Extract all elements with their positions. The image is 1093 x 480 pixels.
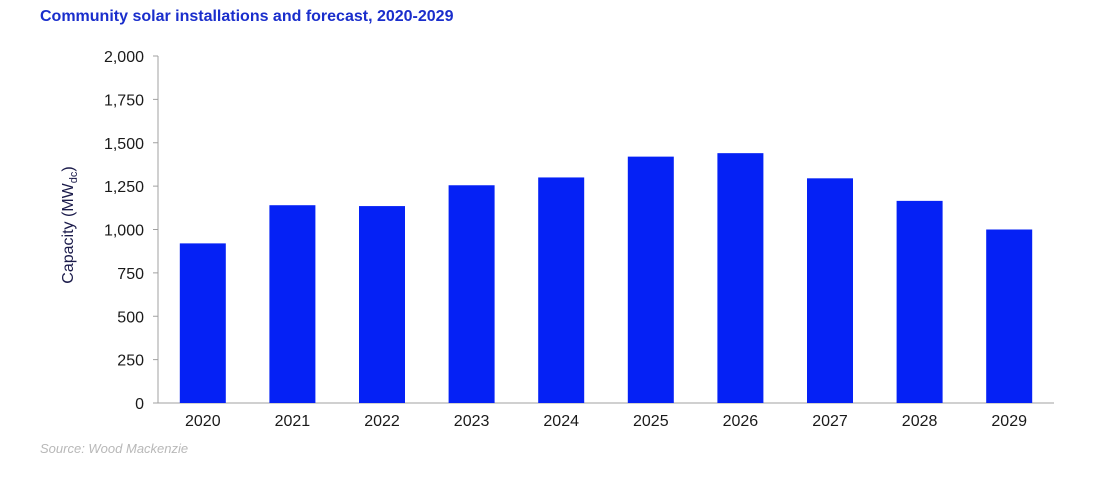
y-tick-label: 500 <box>117 309 144 326</box>
x-tick-label: 2024 <box>543 413 579 430</box>
bar-2028 <box>896 200 943 403</box>
bar-2023 <box>448 185 495 403</box>
bar-2020 <box>179 243 226 403</box>
bar-2027 <box>807 178 853 403</box>
y-axis-label: Capacity (MWdc) <box>60 166 80 283</box>
x-tick-label: 2028 <box>902 413 938 430</box>
x-tick-label: 2027 <box>812 413 848 430</box>
y-axis-label-main: Capacity (MW <box>60 182 77 283</box>
bar-2025 <box>627 156 674 403</box>
x-tick-label: 2022 <box>364 413 400 430</box>
y-tick-label: 250 <box>117 353 144 370</box>
y-axis-label-close: ) <box>60 166 77 171</box>
y-tick-label: 1,250 <box>104 179 144 196</box>
y-tick-label: 1,750 <box>104 92 144 109</box>
bar-2029 <box>986 229 1033 403</box>
bar-2022 <box>359 206 405 403</box>
bar-2026 <box>717 153 764 403</box>
y-tick-label: 0 <box>135 396 144 413</box>
svg-text:Capacity (MWdc): Capacity (MWdc) <box>60 166 80 283</box>
x-tick-label: 2020 <box>185 413 221 430</box>
x-tick-label: 2021 <box>275 413 311 430</box>
chart-title: Community solar installations and foreca… <box>40 8 454 25</box>
y-tick-label: 1,000 <box>104 223 144 240</box>
x-tick-label: 2023 <box>454 413 490 430</box>
x-tick-label: 2029 <box>991 413 1027 430</box>
y-tick-label: 2,000 <box>104 49 144 66</box>
source-note: Source: Wood Mackenzie <box>40 441 189 456</box>
bar-2024 <box>538 177 585 403</box>
bar-2021 <box>269 205 316 403</box>
y-axis-label-subscript: dc <box>68 171 80 183</box>
y-tick-label: 1,500 <box>104 136 144 153</box>
y-tick-label: 750 <box>117 266 144 283</box>
x-tick-label: 2025 <box>633 413 669 430</box>
x-tick-label: 2026 <box>723 413 759 430</box>
